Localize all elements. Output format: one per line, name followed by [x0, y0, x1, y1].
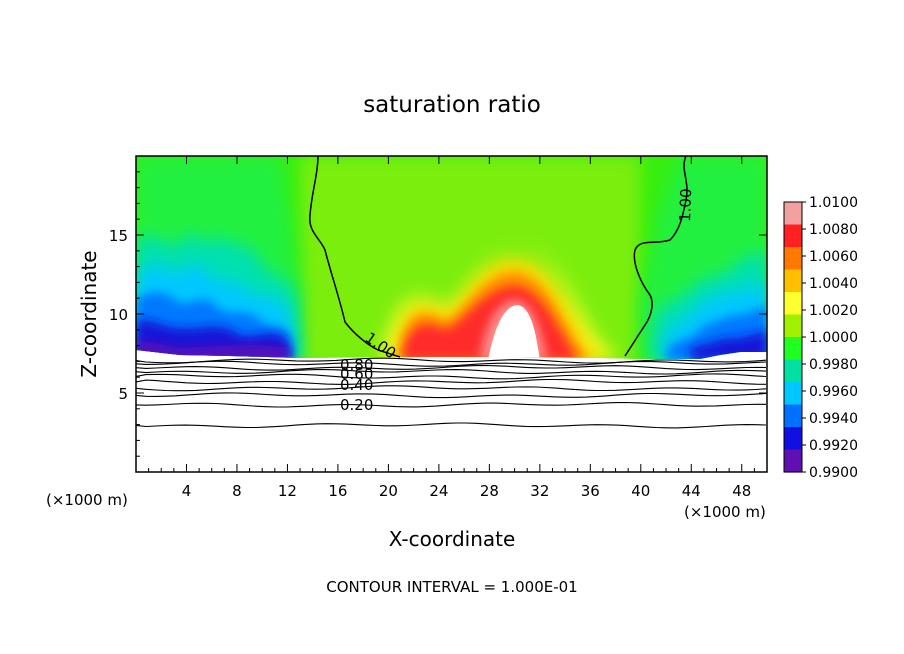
colorbar-swatch [784, 337, 802, 361]
contour-line-0.5 [136, 378, 767, 385]
colorbar-label: 0.9940 [809, 411, 858, 427]
x-tick-label-32: 32 [530, 482, 549, 500]
colorbar-label: 1.0040 [809, 276, 858, 292]
contour-line-0.9 [136, 360, 767, 367]
x-tick-label-40: 40 [631, 482, 650, 500]
x-ticks: 4 8 12 16 20 24 28 32 36 40 44 48 [148, 156, 755, 500]
colorbar-swatch [784, 449, 802, 473]
contour-label-0-60: 0.60 [340, 365, 373, 383]
colorbar-swatch [784, 247, 802, 271]
colorbar-label: 1.0100 [809, 195, 858, 211]
contour-interval-note: CONTOUR INTERVAL = 1.000E-01 [326, 578, 577, 596]
x-tick-label-8: 8 [232, 482, 242, 500]
colorbar-swatch [784, 427, 802, 451]
colorbar: 1.0100 1.0080 1.0060 1.0040 1.0020 1.0000 0.99… [783, 195, 858, 481]
colorbar-label: 0.9900 [809, 465, 858, 481]
y-ticks: 5 10 15 [109, 171, 767, 457]
colorbar-label: 1.0080 [809, 222, 858, 238]
contour-line-0.7 [136, 369, 767, 375]
x-tick-label-28: 28 [480, 482, 499, 500]
x-axis-label: X-coordinate [389, 527, 516, 551]
contour-line-0.3 [136, 392, 767, 399]
plot-area: 1.00 1.00 0.80 0.60 0.40 0.20 4 8 12 16 20 24… [109, 155, 768, 500]
y-tick-label-15: 15 [109, 227, 128, 245]
colorbar-swatch [784, 314, 802, 338]
colorbar-label: 0.9960 [809, 384, 858, 400]
contour-line-0.1 [136, 422, 767, 429]
z-axis-unit: (×1000 m) [46, 491, 128, 509]
colorbar-swatch [784, 292, 802, 316]
x-tick-label-12: 12 [278, 482, 297, 500]
y-tick-label-10: 10 [109, 306, 128, 324]
x-tick-label-48: 48 [732, 482, 751, 500]
colorbar-label: 1.0060 [809, 249, 858, 265]
colorbar-swatch [784, 202, 802, 226]
contours [136, 156, 767, 429]
x-tick-label-16: 16 [328, 482, 347, 500]
colorbar-swatch [784, 269, 802, 293]
x-tick-label-20: 20 [379, 482, 398, 500]
contour-line-0.6 [136, 373, 767, 380]
contour-line-0.4 [136, 385, 767, 392]
x-tick-label-36: 36 [581, 482, 600, 500]
contour-label-1-00-right: 1.00 [676, 188, 695, 222]
x-tick-label-44: 44 [682, 482, 701, 500]
colorbar-label: 0.9920 [809, 438, 858, 454]
contour-line-0.8 [136, 364, 767, 371]
x-tick-label-4: 4 [182, 482, 192, 500]
contour-label-0-80: 0.80 [340, 356, 373, 374]
contour-line-0.2 [136, 401, 766, 408]
y-axis-label: Z-coordinate [77, 250, 101, 377]
contour-label-0-20: 0.20 [340, 396, 373, 414]
colorbar-label: 0.9980 [809, 357, 858, 373]
contour-line-1 [136, 357, 767, 364]
x-tick-label-24: 24 [429, 482, 448, 500]
colorbar-label: 1.0020 [809, 303, 858, 319]
colorbar-label: 1.0000 [809, 330, 858, 346]
colorbar-swatch [784, 382, 802, 406]
y-tick-label-5: 5 [118, 385, 128, 403]
saturation-field [136, 156, 767, 359]
contour-1-left [309, 156, 401, 358]
colorbar-swatch [784, 224, 802, 248]
contour-label-0-40: 0.40 [340, 376, 373, 394]
colorbar-swatch [784, 359, 802, 383]
contour-1-right [624, 156, 688, 357]
x-axis-unit: (×1000 m) [684, 503, 766, 521]
chart-title: saturation ratio [363, 92, 541, 118]
colorbar-swatch [784, 404, 802, 428]
